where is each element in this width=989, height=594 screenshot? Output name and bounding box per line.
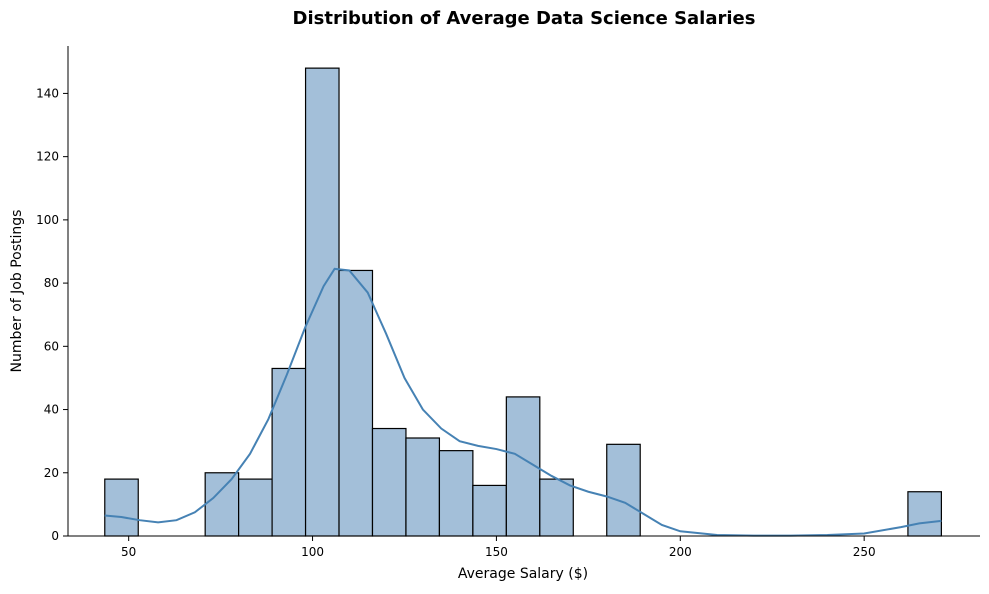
histogram-bar: [405, 437, 441, 537]
histogram-bar: [338, 269, 374, 537]
histogram-bar: [539, 478, 574, 537]
y-tick-label: 100: [36, 213, 59, 227]
kde-curve: [104, 267, 942, 537]
histogram-bar: [606, 443, 641, 537]
bars-layer: [104, 67, 942, 537]
x-tick-label: 250: [853, 545, 876, 559]
y-tick-label: 80: [44, 276, 59, 290]
x-tick-label: 200: [669, 545, 692, 559]
x-tick-label: 150: [485, 545, 508, 559]
axes-layer: 50 100 150 200 250 0 20 40 60 80 100 120 140: [36, 46, 980, 559]
y-axis-label: Number of Job Postings: [9, 210, 25, 373]
x-tick-label: 100: [301, 545, 324, 559]
histogram-bar: [204, 472, 240, 537]
histogram-bar: [472, 484, 507, 537]
y-tick-label: 120: [36, 150, 59, 164]
x-tick-label: 50: [121, 545, 136, 559]
histogram-bar: [271, 367, 307, 537]
y-tick-label: 40: [44, 403, 59, 417]
y-tick-label: 20: [44, 466, 59, 480]
histogram-bar: [104, 478, 139, 537]
histogram-bar: [438, 450, 474, 537]
histogram-bar: [238, 478, 273, 537]
histogram-bar: [304, 67, 340, 537]
chart-title: Distribution of Average Data Science Sal…: [293, 8, 756, 29]
histogram-bar: [907, 491, 942, 537]
y-axis-ticks: 0 20 40 60 80 100 120 140: [36, 86, 68, 543]
x-axis-label: Average Salary ($): [458, 566, 588, 582]
histogram-bar: [371, 427, 407, 537]
x-axis-ticks: 50 100 150 200 250: [121, 536, 876, 559]
y-tick-label: 140: [36, 86, 59, 100]
y-tick-label: 60: [44, 339, 59, 353]
y-tick-label: 0: [51, 529, 59, 543]
